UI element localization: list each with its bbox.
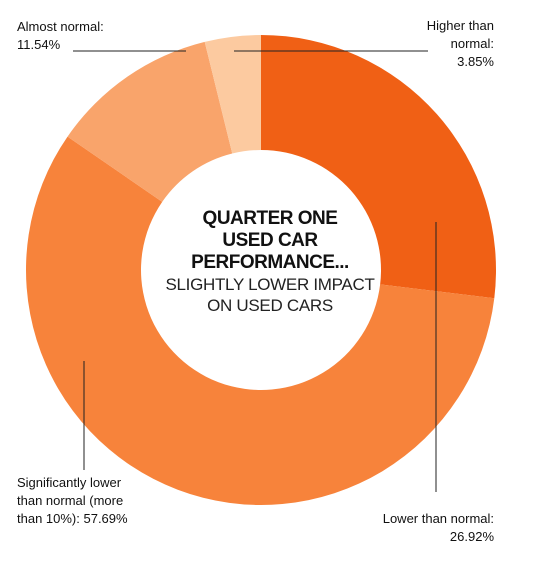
donut-slices [25,35,496,506]
label-significant-line-1: Significantly lower [17,475,122,490]
leader-lines [73,50,437,492]
label-almost-normal-line-1: Almost normal: [17,19,104,34]
label-significant-line-3: than 10%): 57.69% [17,511,128,526]
label-higher-line-1: Higher than [427,18,494,33]
slice-higher-than-normal [204,35,261,154]
slice-almost-normal [67,41,233,202]
label-almost-normal-line-2: 11.54% [17,37,61,52]
label-lower-line-2: 26.92% [450,529,495,544]
center-text: QUARTER ONE USED CAR PERFORMANCE... SLIG… [165,208,374,315]
slice-labels: Almost normal: 11.54% Higher than normal… [17,18,494,544]
label-lower-line-1: Lower than normal: [383,511,494,526]
center-title-line-1: QUARTER ONE [203,208,338,229]
slice-significantly-lower [25,136,495,506]
label-significant-line-2: than normal (more [17,493,123,508]
center-subtitle-line-2: ON USED CARS [207,296,333,315]
center-subtitle-line-1: SLIGHTLY LOWER IMPACT [165,275,374,294]
center-title-line-3: PERFORMANCE... [191,252,349,273]
label-higher-line-3: 3.85% [457,54,494,69]
center-title-line-2: USED CAR [222,230,318,251]
slice-lower-than-normal [261,35,496,299]
label-higher-line-2: normal: [451,36,494,51]
